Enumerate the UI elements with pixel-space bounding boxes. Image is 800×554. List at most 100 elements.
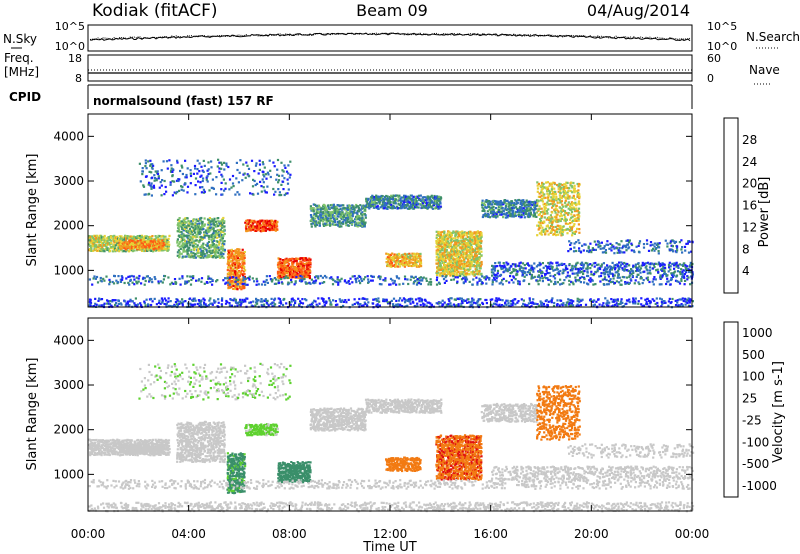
heatmap-cell [421,196,424,199]
heatmap-cell [575,219,578,222]
heatmap-cell [427,197,430,200]
heatmap-cell [527,207,531,210]
heatmap-cell [441,236,444,239]
heatmap-cell [211,242,214,245]
heatmap-cell [457,255,460,258]
heatmap-cell [216,233,219,236]
heatmap-cell [533,203,536,207]
heatmap-cell [133,278,136,281]
heatmap-cell [410,264,413,268]
heatmap-cell [355,203,358,207]
heatmap-cell [395,254,398,257]
heatmap-cell [461,272,464,275]
heatmap-cell [408,197,411,200]
heatmap-cell [337,211,340,214]
heatmap-cell [425,277,428,280]
heatmap-cell [576,279,579,282]
heatmap-cell [196,251,200,255]
heatmap-cell [112,235,115,238]
heatmap-cell [332,212,335,215]
heatmap-cell [157,282,160,285]
heatmap-cell [280,264,283,267]
heatmap-cell [389,283,392,286]
heatmap-cell [114,303,117,306]
heatmap-cell [211,249,214,252]
heatmap-cell [436,266,439,269]
heatmap-cell [115,248,118,251]
heatmap-cell [222,229,225,233]
heatmap-cell [628,275,631,278]
heatmap-cell [416,259,419,262]
heatmap-cell [465,276,468,279]
freq-label-2: [MHz] [4,65,39,79]
heatmap-cell [178,277,181,280]
heatmap-cell [510,200,513,203]
heatmap-cell [157,301,161,304]
heatmap-cell [275,223,278,226]
heatmap-cell [553,215,556,218]
heatmap-cell [209,252,212,255]
heatmap-cell [92,249,95,252]
heatmap-cell [470,238,473,241]
heatmap-cell [570,201,573,204]
heatmap-cell [214,249,217,252]
heatmap-cell [354,206,357,209]
heatmap-cell [457,266,460,269]
heatmap-cell [361,216,364,219]
heatmap-cell [419,255,422,258]
heatmap-cell [234,249,237,252]
heatmap-cell [388,195,391,199]
heatmap-cell [575,217,578,220]
heatmap-cell [367,197,370,200]
heatmap-cell [148,244,151,247]
heatmap-cell [479,245,482,248]
heatmap-cell [319,206,322,209]
heatmap-cell [449,253,452,257]
heatmap-cell [504,206,507,209]
heatmap-cell [184,234,187,237]
heatmap-cell [199,217,202,220]
heatmap-cell [118,235,121,238]
heatmap-cell [523,279,526,282]
heatmap-cell [326,213,329,216]
heatmap-cell [553,233,556,236]
heatmap-cell [445,269,448,272]
heatmap-cell [364,208,367,211]
heatmap-cell [188,246,191,249]
heatmap-cell [198,232,201,236]
heatmap-cell [244,300,247,303]
heatmap-cell [450,254,453,258]
heatmap-cell [577,223,580,226]
heatmap-cell [244,226,248,229]
heatmap-cell [425,203,429,206]
heatmap-cell [333,219,336,222]
heatmap-cell [282,260,285,263]
heatmap-cell [540,189,543,192]
heatmap-cell [457,253,460,256]
heatmap-cell [417,206,420,209]
heatmap-cell [499,213,502,216]
heatmap-cell [238,253,241,256]
heatmap-cell [345,214,348,217]
heatmap-cell [412,276,415,279]
heatmap-cell [552,275,555,278]
heatmap-cell [493,202,496,205]
heatmap-cell [477,241,480,244]
heatmap-cell [295,259,298,262]
heatmap-cell [533,214,536,217]
heatmap-cell [439,205,442,208]
heatmap-cell [215,243,218,246]
heatmap-cell [212,254,215,258]
heatmap-cell [396,205,399,208]
heatmap-cell [281,259,284,262]
heatmap-cell [445,264,448,267]
heatmap-cell [418,282,421,285]
heatmap-cell [240,288,243,291]
heatmap-cell [530,201,533,204]
heatmap-cell [96,249,99,252]
heatmap-cell [263,227,266,230]
heatmap-cell [351,204,354,207]
heatmap-cell [557,220,560,223]
heatmap-cell [161,245,164,249]
heatmap-cell [176,240,179,243]
